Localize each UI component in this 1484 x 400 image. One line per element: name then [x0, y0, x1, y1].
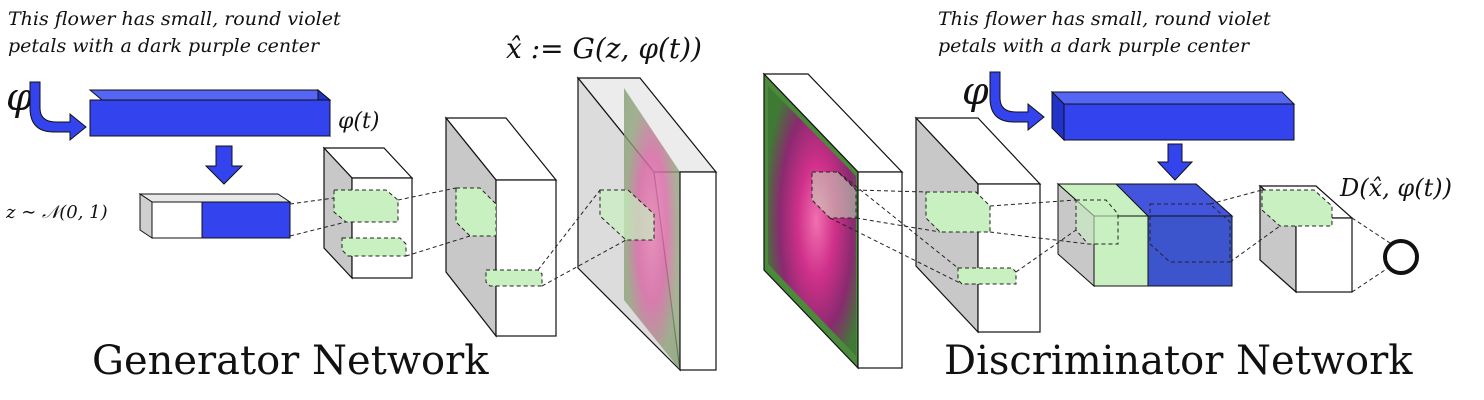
generated-image-volume [576, 76, 718, 372]
discriminator-output-label: D(x̂, φ(t)) [1339, 174, 1452, 202]
generator-caption: This flower has small, round violet peta… [8, 6, 341, 60]
discriminator-phi-symbol: φ [962, 69, 989, 113]
down-arrow-icon [204, 145, 244, 185]
z-concat-vector [138, 193, 292, 239]
generator-layer-1 [322, 146, 414, 280]
generated-output-label: x̂ := G(z, φ(t)) [506, 32, 702, 65]
discriminator-title: Discriminator Network [944, 338, 1413, 384]
discriminator-caption: This flower has small, round violet peta… [938, 6, 1271, 60]
discriminator-layer-1 [914, 116, 1042, 334]
curved-arrow-icon [29, 81, 87, 142]
output-circle-icon [1383, 239, 1419, 275]
generator-caption-line2: petals with a dark purple center [8, 35, 320, 57]
generator-embedding-bar [88, 88, 332, 138]
phi-t-label: φ(t) [338, 109, 379, 134]
generator-phi-symbol: φ [6, 75, 33, 119]
curved-arrow-icon [989, 71, 1045, 132]
discriminator-embedding-bar [1050, 90, 1296, 142]
generator-caption-line1: This flower has small, round violet [8, 8, 341, 30]
z-noise-label: z ∼ 𝒩(0, 1) [5, 202, 108, 223]
generator-title: Generator Network [92, 338, 489, 384]
generator-layer-2 [444, 116, 558, 338]
input-flower-image [768, 86, 856, 356]
discriminator-caption-line2: petals with a dark purple center [938, 35, 1250, 57]
discriminator-caption-line1: This flower has small, round violet [938, 8, 1271, 30]
discriminator-input-volume [762, 72, 904, 370]
discriminator-final-layer [1258, 184, 1354, 294]
down-arrow-icon [1156, 143, 1194, 181]
discriminator-concat-block [1056, 182, 1234, 288]
